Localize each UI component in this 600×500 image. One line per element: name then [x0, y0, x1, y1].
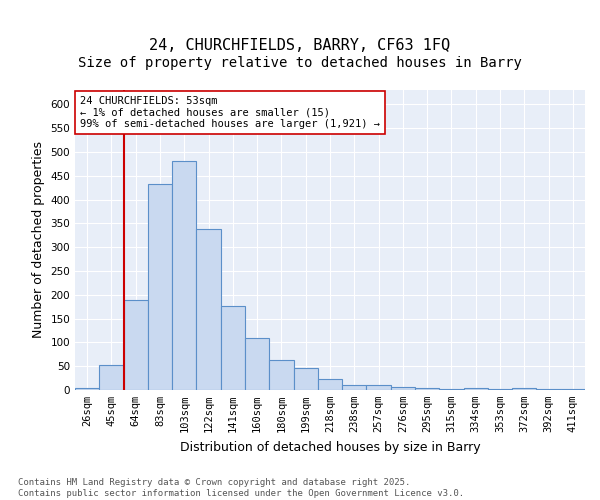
Bar — [99, 365, 124, 390]
Bar — [269, 360, 293, 390]
Bar — [293, 368, 318, 390]
X-axis label: Distribution of detached houses by size in Barry: Distribution of detached houses by size … — [179, 440, 481, 454]
Bar — [172, 162, 196, 390]
Text: Size of property relative to detached houses in Barry: Size of property relative to detached ho… — [78, 56, 522, 70]
Bar — [512, 388, 536, 390]
Bar — [75, 388, 99, 390]
Bar — [464, 388, 488, 390]
Bar — [536, 389, 561, 390]
Bar — [318, 379, 342, 390]
Bar — [391, 386, 415, 390]
Bar — [221, 306, 245, 390]
Bar — [415, 388, 439, 390]
Text: 24, CHURCHFIELDS, BARRY, CF63 1FQ: 24, CHURCHFIELDS, BARRY, CF63 1FQ — [149, 38, 451, 52]
Text: Contains HM Land Registry data © Crown copyright and database right 2025.
Contai: Contains HM Land Registry data © Crown c… — [18, 478, 464, 498]
Bar — [488, 389, 512, 390]
Bar — [367, 385, 391, 390]
Bar — [124, 300, 148, 390]
Bar — [196, 229, 221, 390]
Bar — [439, 388, 464, 390]
Bar — [245, 338, 269, 390]
Bar — [561, 388, 585, 390]
Bar — [342, 385, 367, 390]
Bar — [148, 184, 172, 390]
Text: 24 CHURCHFIELDS: 53sqm
← 1% of detached houses are smaller (15)
99% of semi-deta: 24 CHURCHFIELDS: 53sqm ← 1% of detached … — [80, 96, 380, 129]
Y-axis label: Number of detached properties: Number of detached properties — [32, 142, 45, 338]
